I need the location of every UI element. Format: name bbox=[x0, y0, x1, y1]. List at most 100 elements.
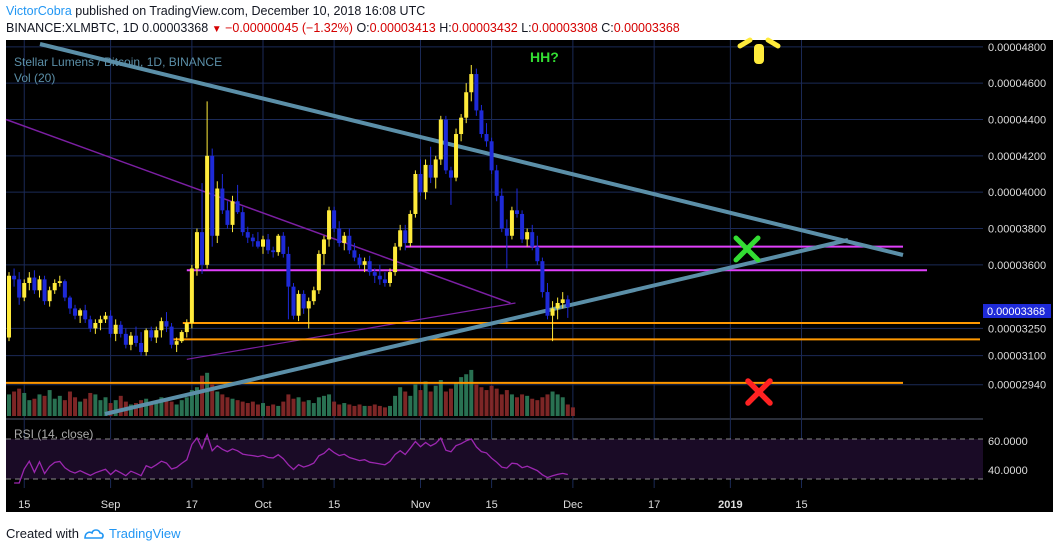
volume-bar bbox=[98, 400, 103, 416]
candle bbox=[403, 224, 408, 251]
volume-bar bbox=[555, 394, 560, 416]
candle-body bbox=[367, 261, 372, 273]
candle bbox=[32, 270, 37, 294]
volume-bar bbox=[83, 398, 88, 416]
purple-trendline bbox=[5, 118, 511, 304]
close-value: 0.00003368 bbox=[613, 21, 680, 35]
symbol-name: BINANCE:XLMBTC, 1D bbox=[6, 21, 139, 35]
volume-bar bbox=[7, 394, 11, 416]
candle bbox=[88, 315, 93, 333]
candle bbox=[316, 250, 321, 294]
volume-bar bbox=[245, 403, 250, 416]
candle bbox=[205, 101, 210, 269]
high-value: 0.00003432 bbox=[451, 21, 518, 35]
volume-bar bbox=[37, 394, 42, 416]
candle-body bbox=[184, 322, 189, 333]
volume-bar bbox=[271, 404, 276, 416]
candle-body bbox=[484, 134, 489, 142]
candle bbox=[479, 104, 484, 138]
candle-body bbox=[169, 326, 174, 345]
volume-bar bbox=[27, 400, 32, 416]
time-tick-label: Nov bbox=[411, 499, 431, 511]
candle-body bbox=[398, 230, 403, 247]
candle bbox=[454, 128, 459, 182]
volume-legend: Vol (20) bbox=[14, 71, 55, 85]
rsi-band bbox=[6, 439, 983, 479]
volume-bar bbox=[408, 395, 413, 416]
candle bbox=[525, 228, 530, 247]
volume-bar bbox=[22, 392, 27, 416]
candle-body bbox=[103, 315, 108, 320]
candle bbox=[220, 173, 225, 214]
candle bbox=[418, 159, 423, 196]
volume-bar bbox=[388, 405, 392, 416]
candle-body bbox=[52, 283, 57, 291]
candle-body bbox=[311, 290, 316, 302]
candle-body bbox=[296, 293, 301, 316]
volume-bar bbox=[149, 403, 154, 416]
volume-bar bbox=[17, 388, 22, 416]
candle-body bbox=[382, 279, 387, 284]
candle-body bbox=[540, 261, 545, 293]
candle bbox=[47, 286, 52, 307]
candle-body bbox=[255, 241, 260, 247]
candle bbox=[225, 201, 230, 229]
candle-body bbox=[388, 272, 392, 284]
time-tick-label: 17 bbox=[186, 499, 198, 511]
time-tick-label: 2019 bbox=[718, 499, 742, 511]
candle bbox=[230, 195, 235, 233]
candle-body bbox=[321, 239, 326, 254]
volume-bar bbox=[118, 395, 123, 416]
price-tick-label: 0.00004800 bbox=[988, 42, 1046, 54]
candle-body bbox=[535, 246, 540, 262]
candle bbox=[494, 164, 499, 202]
volume-bar bbox=[250, 401, 255, 416]
candle-body bbox=[281, 235, 286, 254]
candle-body bbox=[210, 155, 215, 236]
volume-bar bbox=[220, 394, 225, 416]
candle-body bbox=[205, 155, 210, 265]
volume-bar bbox=[93, 394, 98, 416]
candle-body bbox=[83, 310, 88, 320]
candle-body bbox=[362, 261, 367, 265]
candle bbox=[184, 319, 189, 338]
candle-body bbox=[179, 332, 184, 342]
author-name[interactable]: VictorCobra bbox=[6, 4, 72, 18]
volume-bar bbox=[194, 387, 199, 416]
volume-bar bbox=[32, 398, 37, 416]
volume-bar bbox=[261, 403, 265, 416]
candle bbox=[291, 283, 296, 320]
candle-body bbox=[423, 164, 428, 193]
pane-divider bbox=[6, 418, 983, 420]
volume-bar bbox=[276, 405, 281, 416]
tradingview-brand[interactable]: TradingView bbox=[108, 526, 181, 541]
time-axis bbox=[6, 488, 1053, 512]
candle-body bbox=[67, 297, 72, 309]
volume-bar bbox=[57, 395, 62, 416]
candle bbox=[520, 210, 525, 244]
volume-bar bbox=[327, 394, 332, 416]
time-tick-label: Sep bbox=[101, 499, 121, 511]
candle bbox=[17, 272, 22, 305]
candle-body bbox=[27, 277, 32, 284]
down-triangle-icon: ▼ bbox=[211, 24, 222, 35]
volume-bar bbox=[316, 397, 321, 416]
candle-body bbox=[530, 232, 535, 247]
symbol-header: BINANCE:XLMBTC, 1D 0.00003368 ▼ −0.00000… bbox=[6, 21, 680, 35]
candle bbox=[113, 319, 118, 342]
candle-body bbox=[393, 246, 398, 273]
candle bbox=[57, 275, 62, 287]
volume-bar bbox=[509, 394, 514, 416]
candle bbox=[67, 295, 72, 314]
candle-body bbox=[301, 293, 306, 309]
candle bbox=[469, 64, 474, 102]
candle-body bbox=[78, 310, 83, 316]
volume-bar bbox=[362, 405, 367, 416]
current-price-badge bbox=[983, 304, 1051, 318]
candle-body bbox=[17, 279, 22, 298]
volume-bar bbox=[12, 391, 17, 416]
candle-body bbox=[159, 321, 164, 331]
candle-body bbox=[408, 213, 413, 244]
candle-body bbox=[418, 173, 423, 193]
